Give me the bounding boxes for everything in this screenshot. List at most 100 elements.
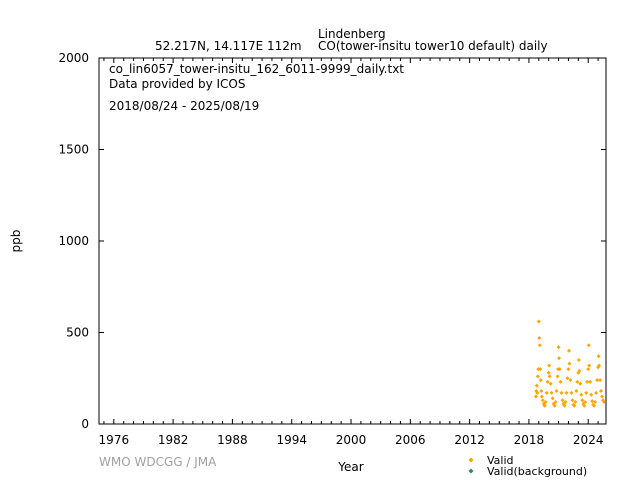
data-point	[577, 368, 582, 373]
data-point	[550, 396, 555, 401]
location-label: 52.217N, 14.117E 112m	[155, 39, 302, 53]
data-point	[560, 398, 565, 403]
data-point	[549, 390, 554, 395]
data-point	[585, 379, 590, 384]
data-point	[543, 400, 548, 405]
data-point	[562, 403, 567, 408]
x-tick-label: 2000	[336, 433, 367, 447]
data-point	[568, 378, 573, 383]
info-provider: Data provided by ICOS	[109, 77, 245, 91]
legend-background-diamond	[468, 468, 474, 474]
data-point	[564, 390, 569, 395]
data-point	[569, 390, 574, 395]
data-point	[552, 403, 557, 408]
data-point	[536, 319, 541, 324]
data-point	[572, 403, 577, 408]
y-tick-label: 0	[81, 417, 89, 431]
data-point	[553, 400, 558, 405]
legend-valid-marker	[468, 457, 474, 463]
data-point	[575, 379, 580, 384]
data-point	[602, 400, 607, 405]
data-point	[583, 400, 588, 405]
data-point	[580, 398, 585, 403]
data-point	[597, 363, 602, 368]
data-point	[563, 400, 568, 405]
data-point	[555, 374, 560, 379]
data-point	[594, 390, 599, 395]
y-tick-label: 1500	[58, 143, 89, 157]
x-tick-label: 2024	[573, 433, 604, 447]
data-point	[548, 381, 553, 386]
data-point	[586, 343, 591, 348]
legend-background-marker	[468, 468, 474, 474]
data-point	[534, 383, 539, 388]
data-point	[533, 394, 538, 399]
data-point	[535, 374, 540, 379]
data-point	[558, 379, 563, 384]
y-axis-label: ppb	[9, 230, 23, 253]
x-tick-label: 1988	[217, 433, 248, 447]
data-point	[542, 403, 547, 408]
data-point	[587, 363, 592, 368]
data-point	[584, 390, 589, 395]
x-tick-label: 1982	[158, 433, 189, 447]
data-point	[576, 357, 581, 362]
x-tick-label: 2012	[454, 433, 485, 447]
data-point	[547, 363, 552, 368]
data-point	[559, 390, 564, 395]
data-point	[592, 403, 597, 408]
data-point	[539, 389, 544, 394]
data-point	[544, 390, 549, 395]
data-point	[573, 400, 578, 405]
y-tick-label: 2000	[58, 51, 89, 65]
data-point	[579, 392, 584, 397]
data-point	[557, 367, 562, 372]
data-point	[540, 398, 545, 403]
data-point	[586, 367, 591, 372]
x-tick-label: 1994	[276, 433, 307, 447]
data-point	[598, 378, 603, 383]
data-point	[567, 361, 572, 366]
legend-valid-diamond	[468, 457, 474, 463]
data-point	[589, 392, 594, 397]
data-point	[600, 394, 605, 399]
x-tick-label: 2018	[514, 433, 545, 447]
x-axis-label: Year	[337, 460, 363, 474]
info-period: 2018/08/24 - 2025/08/19	[109, 99, 259, 113]
data-point	[565, 376, 570, 381]
x-tick-label: 1976	[99, 433, 130, 447]
data-point	[596, 354, 601, 359]
data-point	[599, 389, 604, 394]
data-points	[533, 319, 607, 408]
data-point	[547, 374, 552, 379]
data-point	[538, 378, 543, 383]
data-point	[537, 343, 542, 348]
x-axis-ticks: 1976 1982 1988 1994 2000 2006 2012 2018 2024	[99, 58, 604, 447]
legend-background-label: Valid(background)	[487, 465, 587, 478]
data-point	[582, 403, 587, 408]
data-point	[554, 389, 559, 394]
data-point	[546, 370, 551, 375]
data-point	[537, 335, 542, 340]
data-point	[590, 399, 595, 404]
y-tick-label: 500	[66, 326, 89, 340]
data-point	[545, 379, 550, 384]
data-point	[566, 348, 571, 353]
info-filename: co_lin6057_tower-insitu_162_6011-9999_da…	[109, 62, 404, 76]
data-point	[556, 345, 561, 350]
credit-text: WMO WDCGG / JMA	[99, 455, 217, 469]
data-point	[578, 381, 583, 386]
data-point	[538, 367, 543, 372]
data-point	[595, 378, 600, 383]
x-tick-label: 2006	[395, 433, 426, 447]
y-tick-label: 1000	[58, 234, 89, 248]
y-axis-ticks: 0 500 1000 1500 2000	[58, 51, 606, 431]
data-point	[574, 389, 579, 394]
legend: Valid Valid(background)	[468, 454, 587, 478]
data-point	[539, 394, 544, 399]
data-point	[535, 390, 540, 395]
series-title: CO(tower-insitu tower10 default) daily	[318, 39, 548, 53]
data-point	[588, 379, 593, 384]
station-title: Lindenberg	[318, 27, 386, 41]
